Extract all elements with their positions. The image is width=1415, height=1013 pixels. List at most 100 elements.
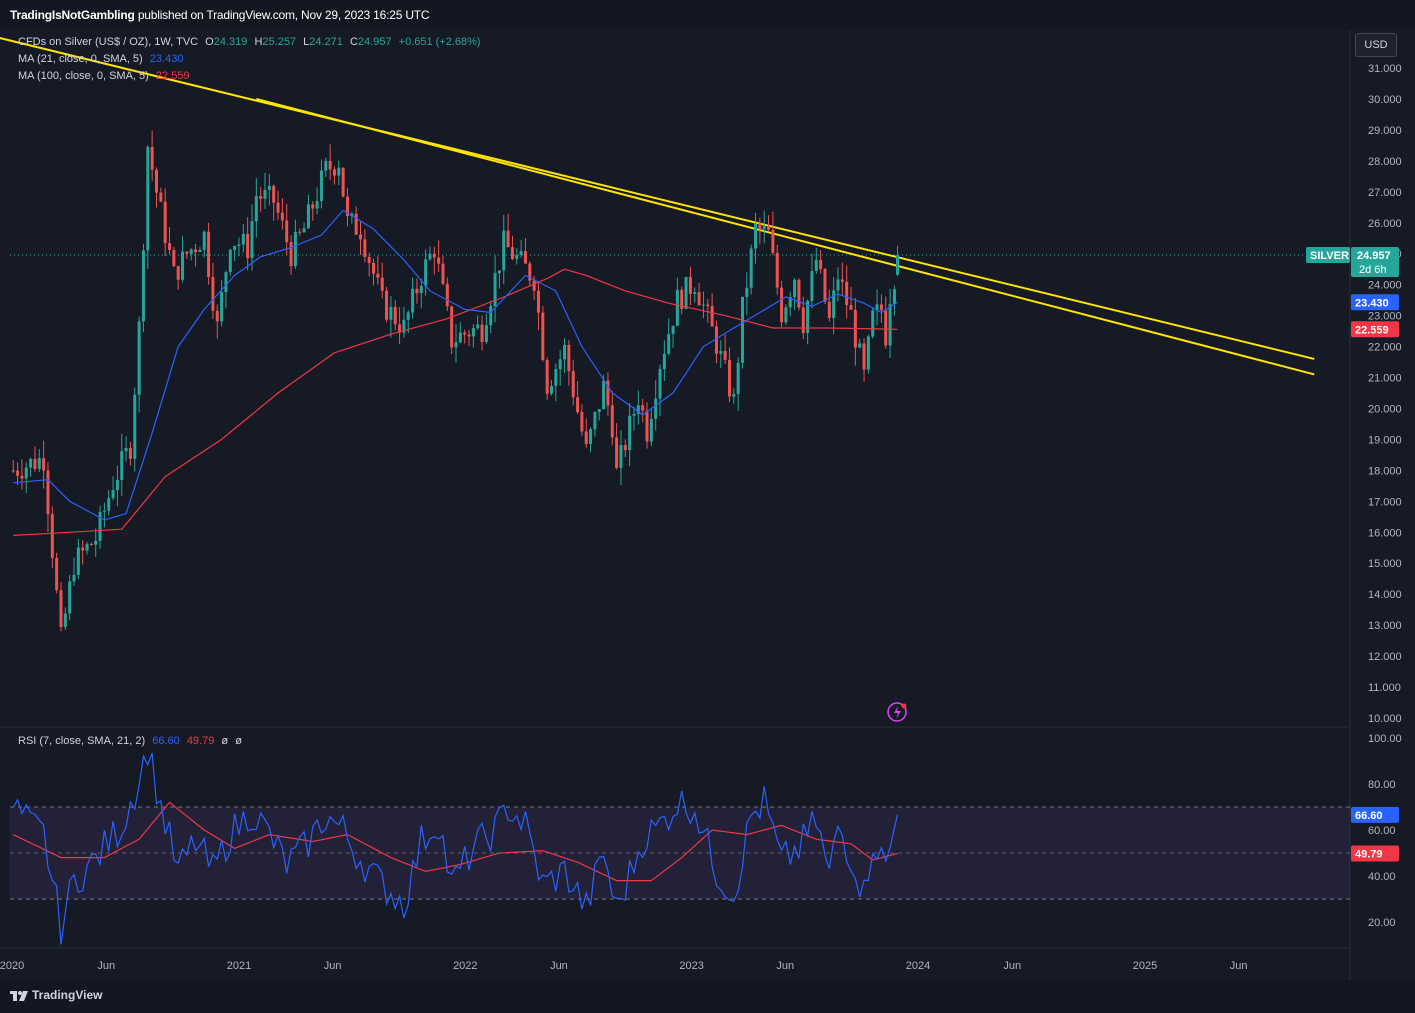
trendline-1: [0, 37, 1315, 360]
candle-body: [24, 467, 28, 479]
price-axis-tick: 19.000: [1368, 434, 1402, 446]
ma21-value: 23.430: [149, 53, 184, 65]
currency-button[interactable]: USD: [1355, 33, 1397, 57]
candle-body: [11, 470, 15, 472]
time-axis-tick: 2023: [679, 960, 703, 972]
rsi-tag: 66.60: [1355, 810, 1383, 822]
trendlines: [0, 37, 1315, 376]
candle-body: [866, 336, 870, 370]
candle-body: [176, 266, 180, 280]
candle-body: [194, 249, 198, 252]
candle-body: [302, 228, 306, 233]
candle-body: [159, 192, 163, 202]
rsi-ma-tag: 49.79: [1355, 848, 1383, 860]
legend-rsi[interactable]: RSI (7, close, SMA, 21, 2) 66.60 49.79 ø…: [18, 735, 246, 747]
candle-body: [671, 325, 675, 334]
candle-body: [888, 304, 892, 346]
candle-body: [471, 328, 475, 337]
price-axis-tick: 29.000: [1368, 125, 1402, 137]
candle-body: [168, 243, 172, 251]
time-axis-tick: Jun: [324, 960, 342, 972]
candle-body: [89, 544, 93, 546]
time-axis-tick: 2021: [227, 960, 251, 972]
rsi-axis-tick: 100.00: [1368, 733, 1402, 745]
price-axis-tick: 31.000: [1368, 63, 1402, 75]
candle-body: [545, 360, 549, 394]
candle-body: [42, 458, 46, 471]
candle-body: [563, 344, 567, 360]
rsi-tag-bg: [1351, 806, 1399, 823]
candle-body: [840, 279, 844, 282]
last-price-tag-bg: [1351, 247, 1399, 278]
candle-body: [263, 189, 267, 199]
publisher-name[interactable]: TradingIsNotGambling: [10, 8, 135, 22]
candle-body: [502, 230, 506, 271]
candle-body: [150, 147, 154, 170]
candle-body: [393, 306, 397, 325]
candle-body: [198, 249, 202, 252]
candle-body: [185, 251, 189, 254]
candle-body: [16, 470, 20, 476]
candle-body: [654, 398, 658, 419]
candle-body: [202, 231, 206, 250]
publish-info: TradingIsNotGambling published on Tradin…: [10, 8, 430, 22]
rsi-axis-tick: 20.00: [1368, 917, 1396, 929]
candle-body: [398, 324, 402, 333]
candle-body: [50, 514, 54, 558]
time-axis-tick: 2020: [0, 960, 24, 972]
candle-body: [688, 276, 692, 294]
legend-symbol[interactable]: CFDs on Silver (US$ / OZ), 1W, TVC: [18, 36, 199, 48]
ma21-tag-bg: [1351, 294, 1399, 311]
price-axis-tick: 28.000: [1368, 156, 1402, 168]
publish-date: published on TradingView.com, Nov 29, 20…: [137, 8, 430, 22]
candle-body: [584, 431, 588, 445]
legend-ma21[interactable]: MA (21, close, 0, SMA, 5) 23.430: [18, 53, 187, 65]
candle-body: [181, 251, 185, 280]
candle-body: [719, 350, 723, 354]
candle-body: [550, 385, 554, 394]
time-axis-tick: 2022: [453, 960, 477, 972]
countdown-tag: 2d 6h: [1359, 264, 1387, 276]
candle-body: [480, 324, 484, 342]
alert-icon: [887, 702, 907, 722]
candle-body: [493, 273, 497, 307]
candle-body: [163, 201, 167, 244]
candle-body: [875, 304, 879, 311]
candle-body: [311, 204, 315, 209]
candle-body: [211, 276, 215, 311]
price-axis-tick: 13.000: [1368, 620, 1402, 632]
candle-body: [736, 362, 740, 395]
ma100-tag-bg: [1351, 321, 1399, 338]
candle-body: [94, 540, 98, 545]
candle-body: [606, 380, 610, 406]
candle-body: [319, 170, 323, 202]
candle-body: [137, 321, 141, 395]
rsi-extra-1: ø: [221, 735, 229, 747]
candle-body: [775, 252, 779, 288]
candle-body: [254, 196, 258, 222]
candle-body: [107, 498, 111, 511]
legend-ma100[interactable]: MA (100, close, 0, SMA, 5) 22.559: [18, 70, 194, 82]
rsi-ma-line: [12, 801, 898, 882]
tradingview-logo[interactable]: TradingView: [10, 988, 102, 1002]
candle-body: [519, 251, 523, 256]
candle-body: [76, 547, 80, 575]
candle-body: [758, 223, 762, 230]
rsi-axis-tick: 40.00: [1368, 871, 1396, 883]
price-tags: SILVER 24.957 2d 6h 23.430 22.559 66.60 49.79: [887, 247, 1399, 862]
candle-body: [228, 249, 232, 273]
candle-body: [523, 251, 527, 264]
candle-body: [806, 300, 810, 334]
ma21-label: MA (21, close, 0, SMA, 5): [18, 53, 143, 65]
candle-body: [662, 353, 666, 370]
candle-body: [597, 409, 601, 413]
rsi-lines: [12, 752, 899, 945]
candle-body: [467, 334, 471, 337]
candle-body: [332, 169, 336, 176]
candle-body: [884, 310, 888, 346]
candle-body: [341, 167, 345, 197]
trendline-2: [256, 97, 1315, 376]
candle-body: [714, 326, 718, 354]
candle-body: [141, 250, 145, 322]
